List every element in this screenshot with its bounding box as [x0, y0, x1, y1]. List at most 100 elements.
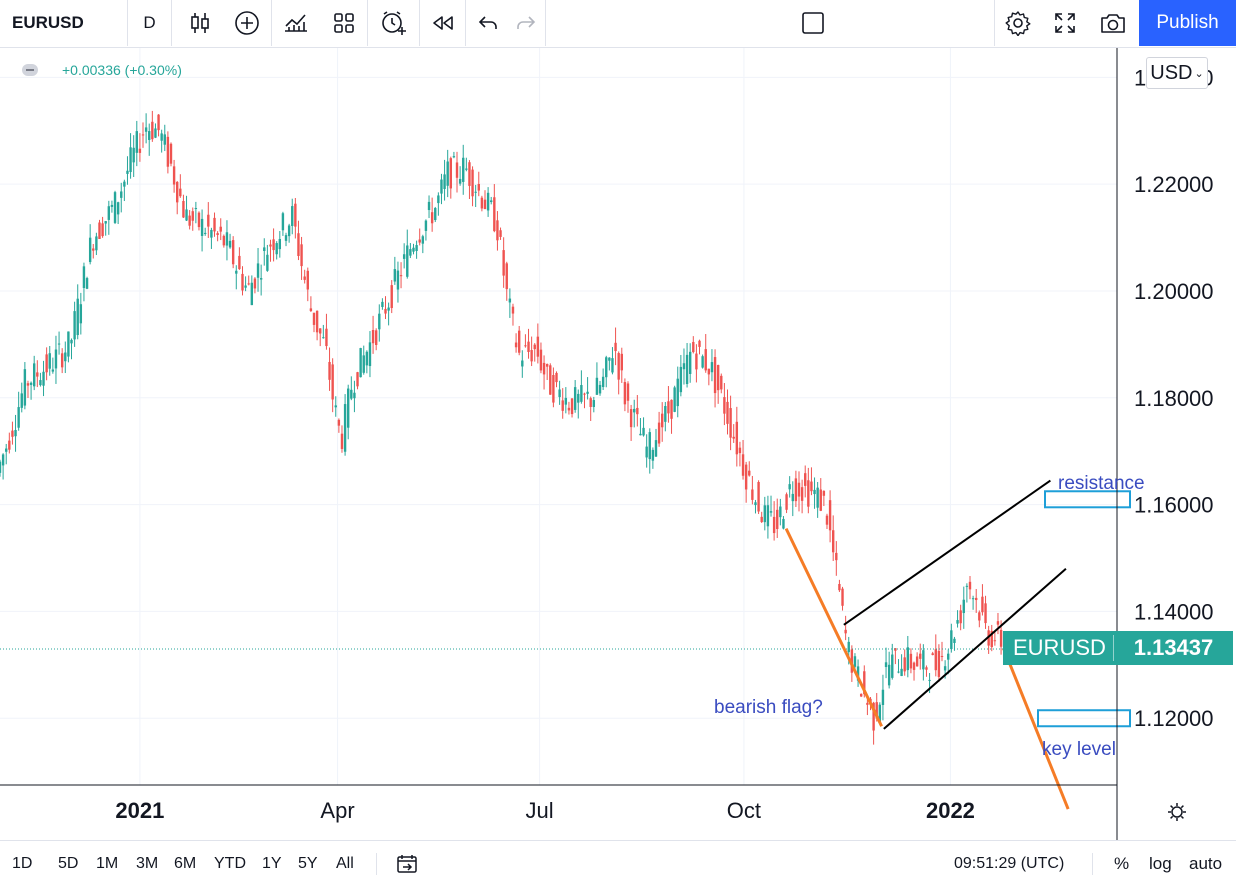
range-button-3m[interactable]: 3M: [136, 854, 159, 872]
candle-body: [642, 427, 645, 436]
price-chart[interactable]: 1.240001.220001.200001.180001.160001.140…: [0, 48, 1236, 840]
snapshot-camera-icon[interactable]: [1090, 0, 1136, 46]
candle-body: [440, 179, 443, 194]
candle-body: [679, 366, 683, 393]
goto-date-icon[interactable]: [396, 841, 418, 886]
candle-body: [191, 211, 194, 221]
log-toggle[interactable]: log: [1149, 853, 1172, 873]
candle-body: [710, 362, 714, 373]
candle-body: [272, 239, 275, 251]
time-axis[interactable]: 2021 Apr Jul Oct 2022: [115, 798, 974, 823]
candle-body: [54, 349, 58, 369]
candle-body: [210, 229, 213, 238]
fullscreen-icon[interactable]: [1042, 0, 1088, 46]
candle-body: [850, 649, 854, 673]
layout-grid-icon[interactable]: [320, 0, 368, 46]
candle-body: [968, 581, 972, 590]
settings-gear-icon[interactable]: [994, 0, 1040, 46]
candle-body: [953, 638, 956, 643]
candle-body: [343, 404, 347, 452]
candle-body: [42, 371, 45, 386]
candle-body: [26, 383, 30, 386]
candle-body: [601, 376, 605, 388]
candle-body: [769, 511, 773, 513]
range-button-5y[interactable]: 5Y: [298, 854, 318, 872]
symbol-label: EURUSD: [12, 13, 84, 32]
replay-icon[interactable]: [420, 0, 466, 46]
candle-body: [754, 502, 757, 506]
candle-body: [8, 440, 11, 450]
candle-body: [598, 384, 602, 394]
layout-square-icon[interactable]: [790, 0, 836, 46]
key-level-zone-box[interactable]: [1037, 709, 1131, 728]
candle-body: [629, 409, 633, 428]
alert-clock-icon[interactable]: [368, 0, 420, 46]
interval-button[interactable]: D: [128, 0, 172, 46]
candle-body: [894, 648, 897, 651]
range-button-1y[interactable]: 1Y: [262, 854, 282, 872]
channel-lower-line[interactable]: [883, 567, 1067, 730]
range-button-6m[interactable]: 6M: [174, 854, 197, 872]
candle-body: [934, 649, 937, 671]
redo-icon[interactable]: [506, 0, 546, 46]
resistance-zone-box[interactable]: [1044, 490, 1131, 509]
candle-body: [219, 226, 222, 232]
publish-button[interactable]: Publish: [1139, 0, 1236, 46]
projection-line[interactable]: [1002, 648, 1070, 810]
candle-body: [965, 585, 969, 587]
range-button-5d[interactable]: 5D: [58, 854, 79, 872]
candles-icon[interactable]: [178, 0, 222, 46]
candle-body: [900, 668, 903, 677]
candle-body: [67, 331, 70, 357]
candle-body: [399, 275, 403, 277]
candle-body: [483, 199, 487, 210]
candle-body: [197, 212, 201, 228]
candle-body: [0, 461, 2, 473]
candle-body: [533, 344, 536, 350]
percent-toggle[interactable]: %: [1114, 853, 1130, 873]
candle-body: [493, 197, 496, 232]
candle-body: [116, 202, 120, 215]
symbol-search-button[interactable]: EURUSD: [0, 0, 128, 46]
candle-body: [231, 240, 235, 265]
candle-body: [244, 285, 247, 288]
candle-body: [480, 197, 484, 209]
candle-body: [785, 494, 788, 510]
candle-body: [275, 243, 278, 255]
legend-row: +0.00336 (+0.30%): [22, 60, 182, 80]
candle-body: [76, 298, 79, 336]
candle-body: [919, 653, 922, 659]
candle-body: [353, 392, 356, 399]
publish-label: Publish: [1156, 12, 1219, 33]
candle-body: [897, 671, 900, 673]
clock-readout[interactable]: 09:51:29 (UTC): [954, 854, 1065, 872]
range-button-ytd[interactable]: YTD: [214, 854, 246, 872]
undo-icon[interactable]: [470, 0, 506, 46]
currency-select[interactable]: USD ⌄: [1146, 57, 1208, 89]
collapse-legend-icon[interactable]: [22, 64, 38, 76]
indicators-icon[interactable]: [272, 0, 320, 46]
candle-body: [804, 473, 807, 486]
candle-body: [887, 664, 891, 686]
candle-body: [872, 702, 875, 731]
compare-plus-icon[interactable]: [222, 0, 272, 46]
candle-body: [449, 158, 452, 189]
range-button-1m[interactable]: 1M: [96, 854, 119, 872]
channel-upper-line[interactable]: [843, 479, 1051, 626]
auto-toggle[interactable]: auto: [1189, 853, 1223, 873]
candle-body: [446, 161, 449, 186]
candle-body: [458, 178, 462, 184]
candle-body: [859, 693, 863, 697]
candle-body: [782, 518, 785, 529]
candle-body: [956, 620, 959, 624]
price-tag-value: 1.13437: [1113, 635, 1233, 661]
candle-body: [222, 235, 226, 246]
candle-body: [350, 389, 353, 399]
range-button-1d[interactable]: 1D: [12, 854, 33, 872]
candle-body: [667, 401, 670, 414]
flag-pole-line[interactable]: [784, 527, 883, 727]
candle-body: [570, 398, 574, 415]
chart-settings-gear-icon[interactable]: [1168, 803, 1186, 821]
range-button-all[interactable]: All: [336, 854, 354, 872]
candle-body: [5, 448, 8, 452]
